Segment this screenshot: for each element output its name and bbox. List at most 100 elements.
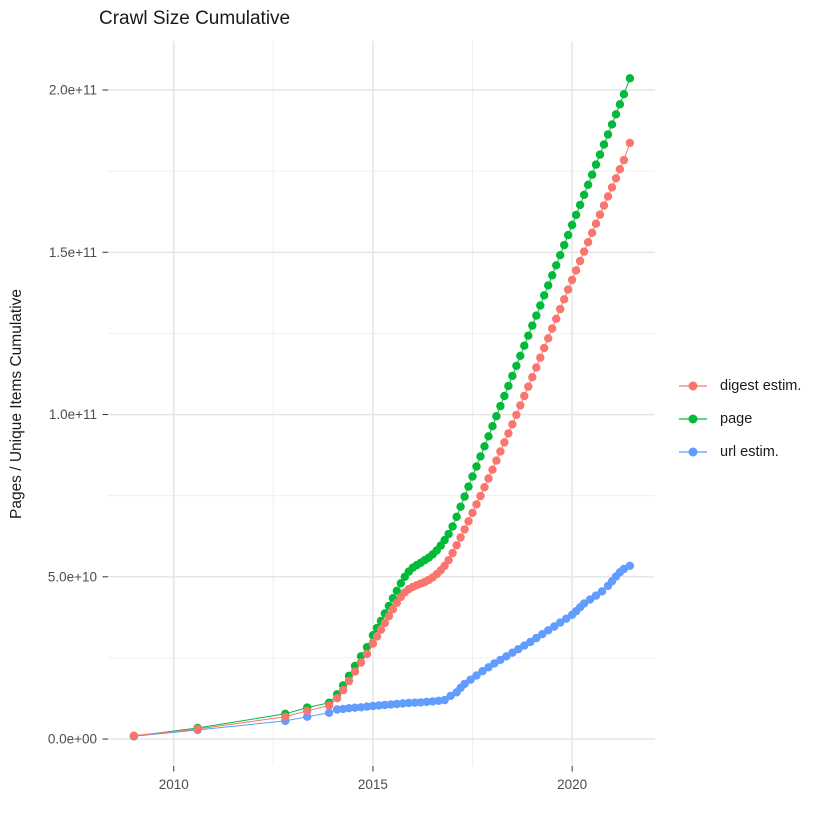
- data-point-digest-estim-: [362, 649, 372, 659]
- data-point-url-estim-: [368, 701, 378, 711]
- data-point-page: [571, 210, 581, 220]
- data-point-page: [544, 281, 553, 290]
- legend-label-url-estim: url estim.: [720, 444, 779, 460]
- series-line-digest-estim-: [133, 142, 631, 737]
- y-tick-label: 1.0e+11: [49, 407, 97, 422]
- data-point-page: [567, 220, 577, 230]
- data-point-digest-estim-: [372, 632, 382, 641]
- data-point-digest-estim-: [548, 324, 557, 333]
- data-point-digest-estim-: [556, 304, 565, 314]
- data-point-page: [560, 240, 569, 250]
- legend: digest estim. page url estim.: [678, 376, 801, 462]
- data-point-digest-estim-: [540, 343, 549, 353]
- data-point-digest-estim-: [512, 410, 521, 420]
- data-point-page: [552, 261, 561, 270]
- data-point-digest-estim-: [563, 285, 573, 294]
- data-point-digest-estim-: [508, 420, 517, 429]
- plot-title: Crawl Size Cumulative: [99, 8, 291, 29]
- data-point-url-estim-: [562, 614, 571, 623]
- data-point-page: [464, 482, 473, 491]
- data-point-digest-estim-: [448, 548, 457, 558]
- legend-key-digest-line-dot-icon: [679, 381, 707, 391]
- data-point-url-estim-: [460, 679, 469, 689]
- data-point-page: [595, 150, 605, 159]
- data-point-digest-estim-: [452, 541, 461, 550]
- data-point-digest-estim-: [552, 314, 561, 323]
- data-point-digest-estim-: [544, 334, 553, 343]
- series-line-url-estim-: [133, 565, 631, 737]
- data-point-page: [476, 452, 485, 461]
- data-point-url-estim-: [585, 595, 595, 604]
- data-point-page: [508, 371, 517, 381]
- data-point-url-estim-: [544, 626, 553, 635]
- data-point-digest-estim-: [625, 138, 635, 148]
- data-point-digest-estim-: [571, 266, 581, 275]
- data-point-page: [575, 200, 585, 210]
- data-point-digest-estim-: [472, 500, 481, 509]
- data-point-url-estim-: [350, 703, 360, 712]
- data-point-digest-estim-: [344, 676, 354, 686]
- data-point-digest-estim-: [476, 491, 485, 501]
- data-point-page: [496, 401, 505, 411]
- data-point-digest-estim-: [368, 639, 378, 648]
- data-point-page: [520, 341, 529, 350]
- data-point-page: [611, 110, 621, 119]
- legend-label-digest-estim: digest estim.: [720, 378, 802, 394]
- data-point-page: [392, 586, 401, 595]
- data-point-page: [456, 502, 465, 511]
- data-point-page: [532, 311, 541, 320]
- data-point-digest-estim-: [528, 373, 537, 382]
- data-point-digest-estim-: [603, 192, 613, 201]
- data-point-digest-estim-: [520, 391, 529, 401]
- data-point-digest-estim-: [376, 625, 386, 634]
- data-point-digest-estim-: [532, 363, 541, 372]
- data-point-page: [625, 74, 635, 83]
- data-point-url-estim-: [538, 630, 547, 639]
- y-tick-label: 1.5e+11: [49, 245, 97, 260]
- data-point-digest-estim-: [607, 183, 617, 192]
- data-point-url-estim-: [380, 700, 390, 710]
- data-point-url-estim-: [416, 698, 425, 707]
- data-point-url-estim-: [550, 622, 559, 631]
- x-tick-label: 2015: [358, 777, 388, 792]
- series-line-page: [133, 78, 631, 737]
- data-point-digest-estim-: [560, 295, 569, 304]
- data-point-page: [448, 522, 457, 531]
- data-point-digest-estim-: [281, 712, 290, 721]
- data-point-page: [524, 331, 533, 340]
- data-point-page: [599, 140, 609, 149]
- data-point-page: [528, 321, 537, 330]
- data-point-digest-estim-: [460, 525, 469, 534]
- data-point-page: [512, 361, 521, 371]
- data-point-page: [396, 579, 405, 588]
- data-point-digest-estim-: [444, 556, 453, 565]
- legend-key-page-line-dot-icon: [679, 414, 707, 424]
- data-point-url-estim-: [472, 671, 481, 680]
- data-point-page: [536, 301, 545, 310]
- data-point-digest-estim-: [599, 201, 609, 210]
- data-point-page: [500, 391, 509, 401]
- data-point-digest-estim-: [492, 456, 501, 465]
- data-point-digest-estim-: [619, 155, 629, 165]
- data-point-digest-estim-: [567, 275, 577, 285]
- data-point-url-estim-: [625, 561, 635, 570]
- data-point-digest-estim-: [488, 465, 497, 474]
- data-point-digest-estim-: [583, 238, 593, 247]
- data-point-page: [607, 120, 617, 129]
- data-point-digest-estim-: [524, 382, 533, 391]
- data-point-digest-estim-: [536, 353, 545, 362]
- data-point-digest-estim-: [516, 401, 525, 410]
- data-point-url-estim-: [422, 697, 431, 707]
- data-point-url-estim-: [526, 637, 535, 647]
- data-point-page: [540, 291, 549, 300]
- data-point-digest-estim-: [464, 517, 473, 526]
- legend-key-url-line-dot-icon: [679, 447, 707, 457]
- data-point-digest-estim-: [579, 247, 589, 256]
- legend-item-url-estim: url estim.: [678, 442, 801, 462]
- data-point-url-estim-: [398, 699, 407, 708]
- data-point-page: [472, 462, 481, 471]
- data-point-digest-estim-: [356, 658, 366, 667]
- data-point-digest-estim-: [587, 228, 597, 237]
- data-point-page: [587, 170, 597, 179]
